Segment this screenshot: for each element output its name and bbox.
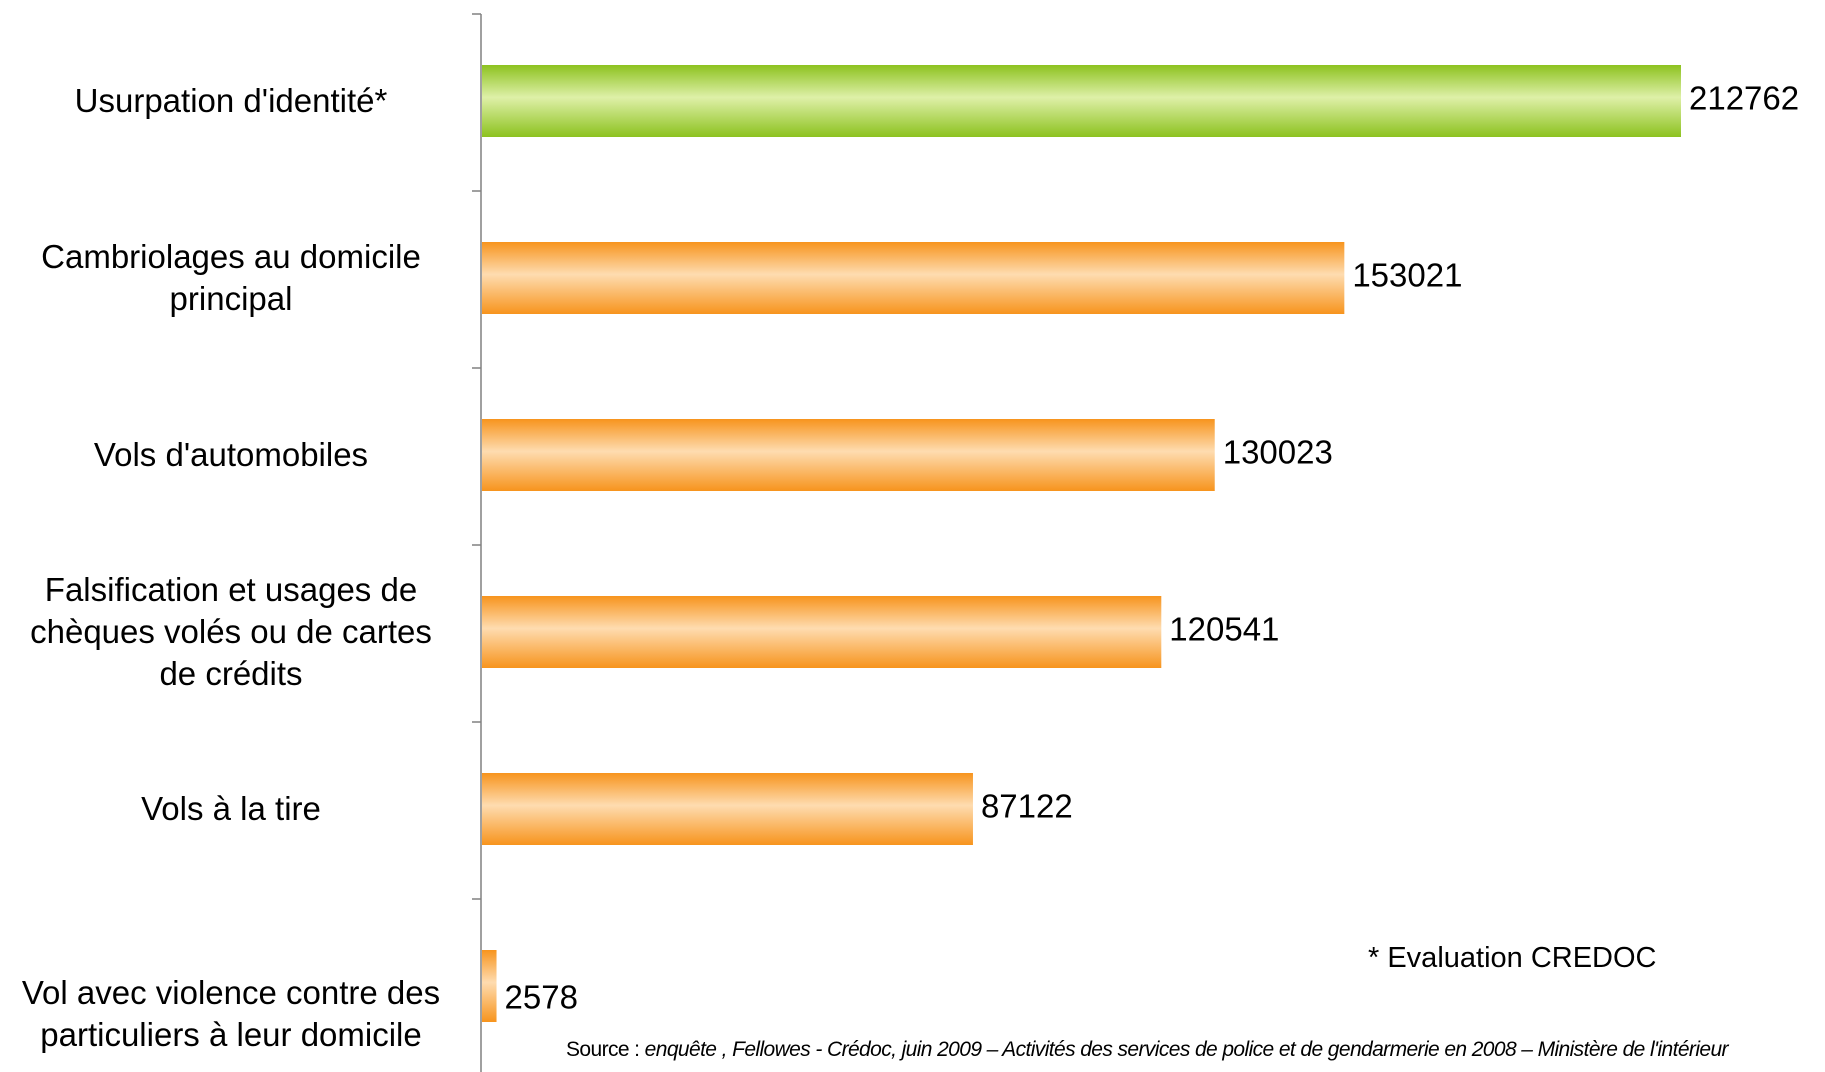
category-label: Vol avec violence contre des particulier… (21, 974, 441, 1053)
annotation: * Evaluation CREDOC (1368, 942, 1657, 974)
value-label: 130023 (1223, 434, 1333, 471)
bar (482, 950, 497, 1022)
source-prefix: Source : (566, 1038, 640, 1061)
bar (482, 65, 1681, 137)
bar (482, 242, 1345, 314)
bar (482, 596, 1162, 668)
source-text: enquête , Fellowes - Crédoc, juin 2009 –… (644, 1038, 1729, 1061)
value-label: 2578 (505, 979, 578, 1016)
bar (482, 773, 973, 845)
bar (482, 419, 1215, 491)
source: Source : enquête , Fellowes - Crédoc, ju… (566, 1038, 1729, 1062)
value-label: 87122 (981, 788, 1073, 825)
value-label: 120541 (1169, 611, 1279, 648)
category-label: Usurpation d'identité* (74, 82, 388, 119)
category-label: Vols à la tire (141, 790, 321, 827)
category-label: Cambriolages au domicile principal (41, 238, 421, 317)
value-label: 212762 (1689, 80, 1799, 117)
value-label: 153021 (1352, 257, 1462, 294)
category-label: Falsification et usages de chèques volés… (30, 571, 432, 692)
category-label: Vols d'automobiles (93, 436, 369, 473)
